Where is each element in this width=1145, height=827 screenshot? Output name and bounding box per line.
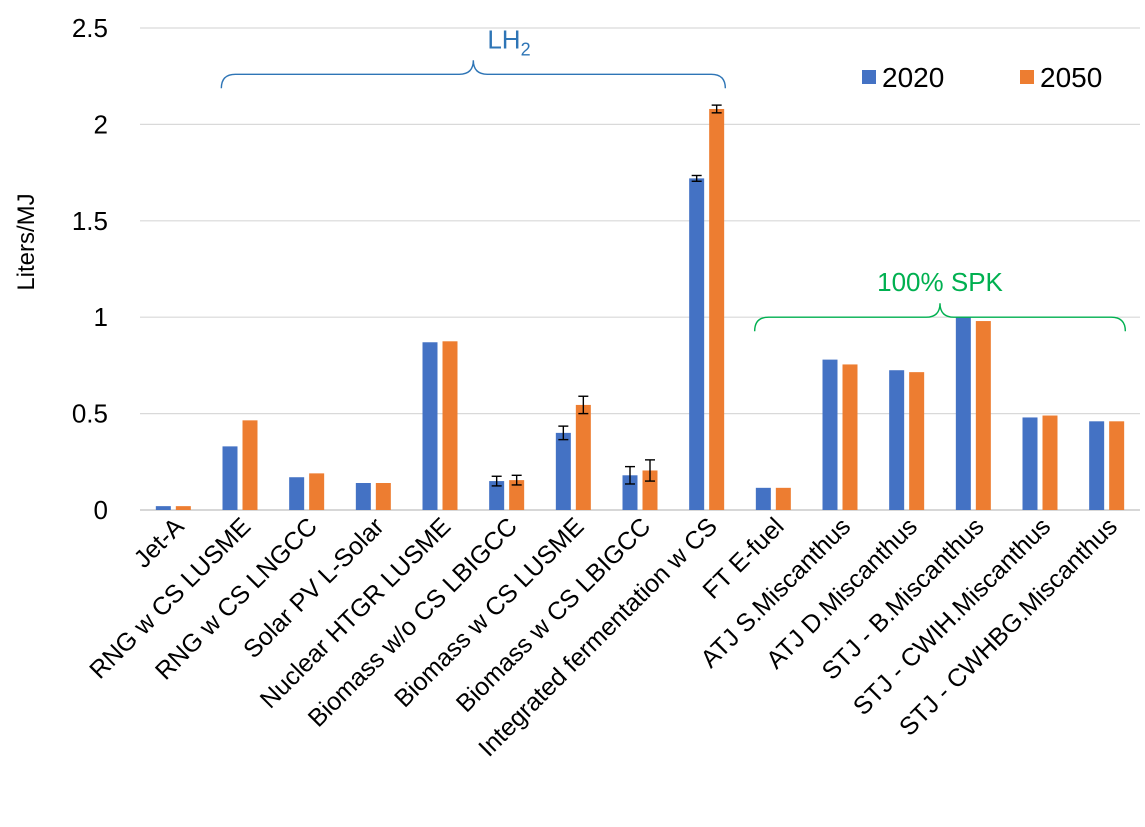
y-axis-title: Liters/MJ: [13, 193, 40, 290]
group-label: 100% SPK: [877, 267, 1003, 297]
error-bars: [491, 104, 722, 487]
bar-2050: [775, 487, 791, 510]
bar-2020: [422, 342, 438, 510]
y-tick-label: 0: [94, 495, 108, 525]
x-category-label: Jet-A: [129, 512, 190, 573]
bar-2050: [375, 483, 391, 510]
bar-2050: [842, 364, 858, 510]
legend-label-2020: 2020: [882, 62, 944, 93]
bar-2050: [1109, 421, 1125, 510]
bar-2050: [442, 341, 458, 510]
y-tick-label: 0.5: [72, 399, 108, 429]
bar-2020: [822, 359, 838, 510]
bar-2050: [1042, 415, 1058, 510]
bar-2020: [489, 481, 505, 510]
bar-2020: [222, 446, 238, 510]
bar-2020: [555, 432, 571, 510]
bar-2020: [355, 483, 371, 510]
bar-2050: [309, 473, 325, 510]
bar-2020: [955, 317, 971, 510]
bar-2020: [889, 370, 905, 510]
gridlines: [140, 27, 1140, 511]
bar-2050: [509, 480, 525, 510]
bar-2020: [755, 487, 771, 510]
legend-swatch-2020: [862, 70, 876, 84]
legend-swatch-2050: [1020, 70, 1034, 84]
bar-2050: [575, 404, 591, 510]
bar-2050: [709, 108, 725, 510]
bar-2020: [289, 477, 305, 510]
bars: [155, 108, 1125, 510]
bar-2050: [242, 420, 258, 510]
y-tick-label: 1: [94, 302, 108, 332]
bar-2050: [909, 372, 925, 510]
legend: 2020 2050: [862, 62, 1102, 93]
y-tick-label: 2: [94, 109, 108, 139]
y-axis-ticks: 0 0.5 1 1.5 2 2.5: [72, 13, 108, 525]
group-label: LH2: [487, 24, 530, 59]
group-bracket: [753, 303, 1127, 332]
bar-2020: [1022, 417, 1038, 510]
bar-2020: [155, 506, 171, 510]
bar-2050: [975, 321, 991, 510]
bar-2020: [689, 178, 705, 510]
bar-2050: [642, 470, 658, 510]
y-tick-label: 2.5: [72, 13, 108, 43]
group-bracket: [220, 60, 727, 89]
group-annotations: LH2 100% SPK: [220, 24, 1127, 332]
y-tick-label: 1.5: [72, 206, 108, 236]
bar-2020: [1089, 421, 1105, 510]
bar-2050: [175, 506, 191, 510]
legend-label-2050: 2050: [1040, 62, 1102, 93]
group-label-subscript: 2: [521, 39, 531, 59]
